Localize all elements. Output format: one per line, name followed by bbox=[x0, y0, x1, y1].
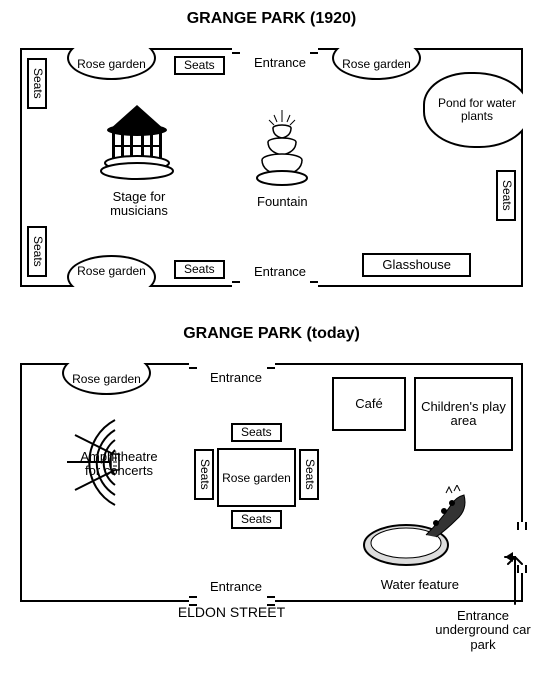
map2-cafe: Café bbox=[332, 377, 406, 431]
arrow-icon bbox=[503, 549, 533, 609]
map2-entrance-bottom-label: Entrance bbox=[210, 580, 262, 594]
map2-water-feature bbox=[356, 485, 476, 570]
bandstand-icon bbox=[97, 105, 177, 190]
carpark-label: Entrance underground car park bbox=[428, 609, 538, 652]
map2-water-label: Water feature bbox=[381, 578, 459, 592]
mask-top bbox=[22, 30, 521, 48]
play-label: Children's play area bbox=[416, 400, 511, 429]
map2-seats-top: Seats bbox=[231, 423, 282, 442]
mask-right bbox=[523, 50, 541, 285]
map1-stage-label: Stage for musicians bbox=[104, 190, 174, 219]
map1-seats-left-bottom: Seats bbox=[27, 226, 47, 277]
water-feature-icon bbox=[356, 485, 476, 570]
map1-title: GRANGE PARK (1920) bbox=[10, 10, 533, 28]
rose-label: Rose garden bbox=[342, 46, 411, 70]
map2-rose-center: Rose garden bbox=[217, 448, 296, 507]
map2-title: GRANGE PARK (today) bbox=[10, 325, 533, 343]
map1-fountain bbox=[252, 110, 312, 190]
rose-label: Rose garden bbox=[222, 472, 291, 484]
map1-fountain-label: Fountain bbox=[257, 195, 308, 209]
rose-label: Rose garden bbox=[77, 46, 146, 70]
cafe-label: Café bbox=[355, 397, 382, 411]
map1-pond: Pond for water plants bbox=[423, 72, 531, 148]
map2-entrance-top-label: Entrance bbox=[210, 371, 262, 385]
map1-container: Entrance Entrance Seats Seats Seats Seat… bbox=[20, 48, 523, 287]
rose-label: Rose garden bbox=[77, 265, 146, 289]
pond-label: Pond for water plants bbox=[427, 97, 527, 123]
map2-seats-bottom: Seats bbox=[231, 510, 282, 529]
map2-seats-left: Seats bbox=[194, 449, 214, 500]
map1-seats-right: Seats bbox=[496, 170, 516, 221]
mask-bottom bbox=[22, 287, 521, 305]
map2-amphitheatre-label: Amphitheatre for concerts bbox=[74, 450, 164, 479]
map1-entrance-bottom-label: Entrance bbox=[254, 265, 306, 279]
mask-top2 bbox=[22, 345, 521, 363]
rose-label: Rose garden bbox=[72, 361, 141, 385]
map1-glasshouse: Glasshouse bbox=[362, 253, 471, 277]
map1-entrance-top-label: Entrance bbox=[254, 56, 306, 70]
fountain-icon bbox=[252, 110, 312, 190]
map1-seats-left-top: Seats bbox=[27, 58, 47, 109]
map1-seats-top: Seats bbox=[174, 56, 225, 75]
map1-stage bbox=[97, 105, 177, 190]
map2-play-area: Children's play area bbox=[414, 377, 513, 451]
map2-seats-right: Seats bbox=[299, 449, 319, 500]
map1-seats-bottom: Seats bbox=[174, 260, 225, 279]
carpark-arrow bbox=[503, 549, 533, 609]
map2-container: Entrance Entrance Rose garden Amphitheat… bbox=[20, 363, 523, 602]
